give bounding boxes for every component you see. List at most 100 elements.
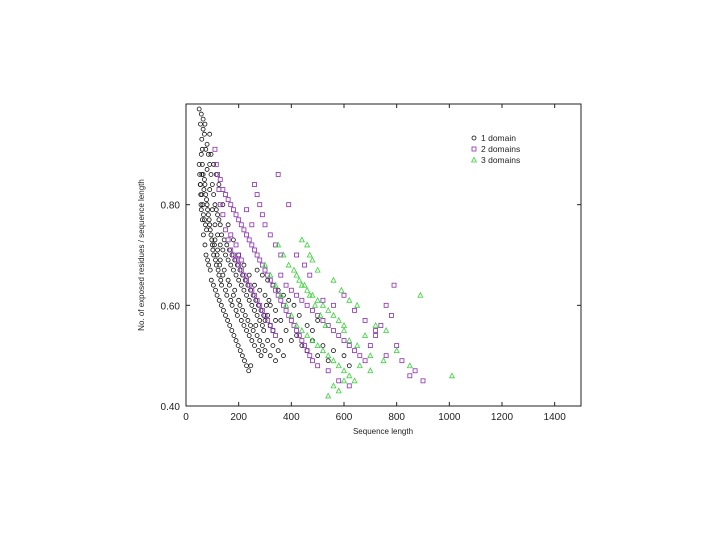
data-point (211, 192, 217, 198)
data-point (211, 252, 217, 258)
data-point (199, 172, 205, 177)
data-point (219, 282, 224, 288)
data-point (242, 312, 248, 318)
data-point (304, 332, 311, 338)
data-point (383, 327, 390, 333)
data-point (225, 222, 231, 228)
data-point (229, 328, 235, 333)
data-point (290, 266, 298, 273)
data-point (217, 222, 223, 228)
y-axis-label: No. of exposed residues / sequence lengt… (137, 179, 146, 331)
data-point (229, 302, 235, 308)
data-point (357, 353, 363, 359)
data-point (216, 187, 222, 192)
data-point (202, 242, 208, 248)
data-point (309, 328, 315, 333)
data-point (236, 297, 242, 303)
data-point (233, 212, 239, 218)
data-point (270, 328, 276, 333)
data-point (293, 271, 300, 278)
data-point (217, 177, 223, 182)
data-point (257, 318, 263, 323)
data-point (273, 358, 278, 364)
data-point (198, 121, 203, 127)
data-point (262, 312, 268, 318)
data-point (257, 287, 263, 293)
data-point (212, 237, 218, 243)
data-point (299, 297, 305, 303)
data-point (248, 363, 254, 369)
data-point (207, 227, 213, 233)
data-point (341, 353, 347, 359)
data-point (206, 217, 212, 223)
data-point (258, 353, 264, 359)
data-point (257, 257, 263, 263)
data-point (319, 347, 326, 354)
data-point (341, 338, 347, 343)
data-point (273, 307, 278, 313)
data-point (399, 358, 405, 364)
data-point (304, 323, 310, 328)
data-point (208, 232, 214, 238)
data-point (212, 202, 218, 208)
data-point (354, 301, 361, 308)
data-point (249, 302, 255, 308)
data-point (288, 287, 294, 293)
data-point (373, 333, 379, 338)
data-point (210, 247, 216, 253)
data-point (304, 302, 310, 308)
data-point (240, 307, 246, 313)
data-point (315, 318, 321, 323)
data-point (196, 161, 202, 167)
legend-label: 2 domains (481, 144, 520, 154)
data-point (317, 311, 324, 318)
data-point (207, 131, 213, 137)
data-point (213, 257, 218, 263)
data-point (267, 353, 273, 359)
data-point (331, 348, 336, 354)
data-point (197, 172, 203, 177)
data-point (267, 271, 274, 278)
data-point (412, 368, 418, 374)
data-point (242, 358, 247, 364)
data-point (208, 151, 214, 157)
data-point (241, 227, 247, 233)
data-point (270, 343, 276, 349)
legend-label: 3 domains (481, 155, 520, 165)
data-point (311, 301, 319, 308)
data-point (288, 318, 294, 323)
data-point (299, 338, 305, 343)
data-point (245, 318, 251, 323)
data-point (199, 146, 205, 152)
data-point (380, 357, 387, 364)
data-point (220, 247, 226, 253)
data-point (320, 318, 326, 323)
data-point (291, 302, 297, 308)
data-point (230, 252, 236, 258)
data-point (331, 328, 336, 333)
data-point (294, 328, 300, 333)
data-point (205, 151, 211, 157)
data-point (219, 232, 224, 238)
data-point (362, 358, 368, 364)
data-point (367, 343, 373, 349)
data-point (200, 212, 206, 218)
data-point (294, 292, 300, 298)
data-point (340, 327, 348, 333)
data-point (259, 343, 265, 349)
data-point (204, 141, 210, 147)
data-point (388, 312, 394, 318)
data-point (198, 151, 204, 157)
data-point (201, 187, 207, 192)
data-point (220, 272, 226, 278)
data-point (198, 192, 204, 198)
data-point (212, 242, 217, 248)
data-point (267, 232, 273, 238)
data-point (261, 328, 267, 333)
data-point (273, 333, 278, 338)
data-point (322, 322, 329, 328)
data-point (237, 348, 243, 354)
data-point (346, 363, 352, 369)
data-point (319, 301, 326, 308)
